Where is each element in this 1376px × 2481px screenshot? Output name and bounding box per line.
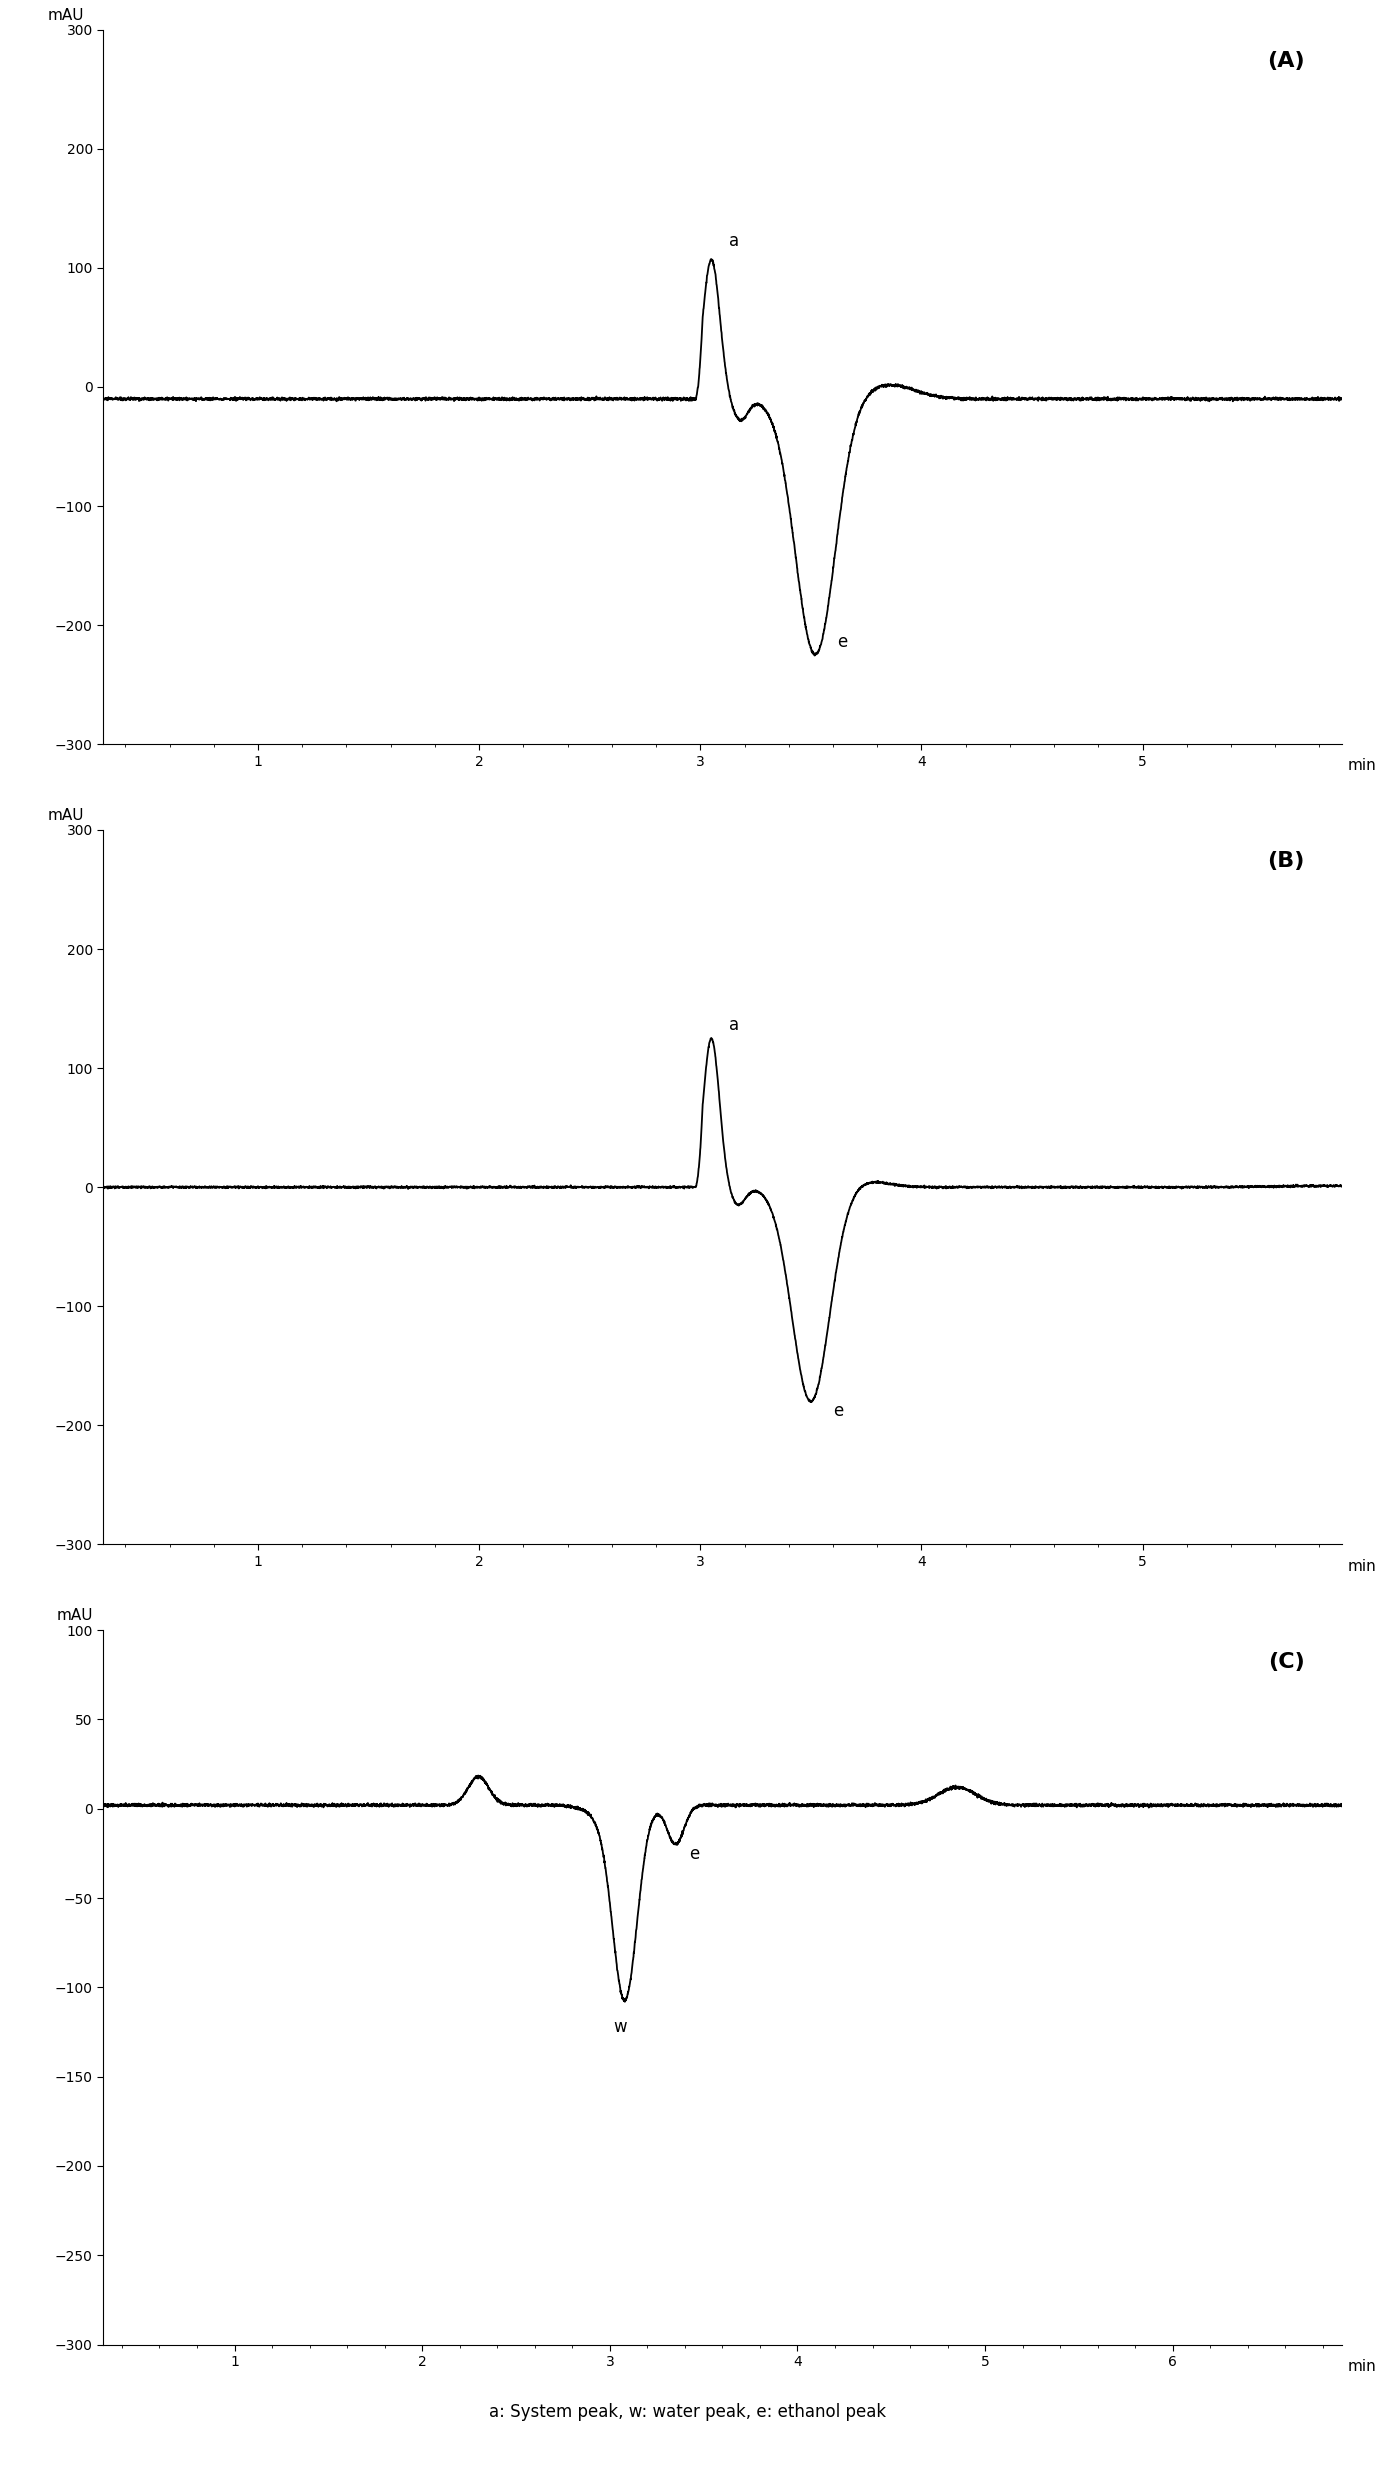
Text: min: min [1347,759,1376,774]
Text: a: System peak, w: water peak, e: ethanol peak: a: System peak, w: water peak, e: ethano… [490,2402,886,2421]
Text: e: e [832,1402,843,1419]
Text: min: min [1347,1558,1376,1573]
Text: mAU: mAU [47,809,84,824]
Text: min: min [1347,2359,1376,2374]
Text: a: a [729,1017,739,1035]
Text: e: e [688,1846,699,1863]
Text: mAU: mAU [56,1608,92,1623]
Text: a: a [729,233,739,251]
Text: e: e [838,633,848,650]
Text: (A): (A) [1267,52,1304,72]
Text: mAU: mAU [47,7,84,22]
Text: (C): (C) [1267,1652,1304,1672]
Text: (B): (B) [1267,851,1304,871]
Text: w: w [614,2017,627,2037]
